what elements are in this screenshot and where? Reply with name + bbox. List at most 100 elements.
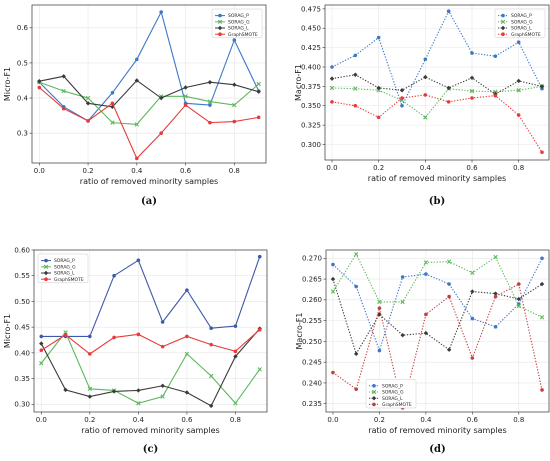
legend-label: GraphSMOTE — [382, 402, 412, 408]
data-point — [37, 85, 42, 90]
data-point — [330, 289, 336, 294]
data-point — [208, 103, 212, 107]
panel-caption: (d) — [429, 444, 445, 455]
legend-marker — [372, 384, 376, 388]
x-tick-label: 0.6 — [181, 416, 193, 424]
data-point — [446, 347, 452, 352]
legend-label: SORAG_G — [511, 19, 533, 25]
data-point — [61, 74, 66, 79]
data-point — [376, 85, 381, 91]
y-tick-label: 0.30 — [14, 401, 30, 409]
data-point — [39, 341, 44, 346]
plot-frame — [325, 249, 550, 413]
data-point — [470, 51, 474, 55]
y-tick-label: 0.60 — [14, 246, 30, 254]
data-point — [183, 103, 188, 107]
series-line — [331, 10, 543, 108]
data-point — [517, 282, 521, 286]
data-point — [232, 119, 237, 124]
x-tick-label: 0.2 — [374, 416, 385, 424]
x-tick-label: 0.2 — [82, 167, 93, 175]
chart-panel-c: 0.0 0.2 0.4 0.6 0.8 0.30 0.35 0.40 0.45 0.50 0.55 0… — [3, 246, 268, 455]
data-point — [136, 401, 141, 406]
x-tick-label: 0.0 — [326, 164, 337, 172]
y-tick-label: 0.265 — [302, 275, 322, 283]
series-line — [38, 10, 260, 122]
legend-marker — [217, 25, 223, 31]
data-point — [183, 85, 188, 90]
data-point — [61, 88, 66, 94]
y-tick-label: 0.40 — [14, 349, 30, 357]
y-tick-label: 0.3 — [17, 130, 28, 138]
data-point — [400, 332, 405, 338]
series-sorag-g — [330, 251, 545, 320]
data-point — [424, 272, 428, 276]
data-point — [233, 349, 238, 354]
data-point — [516, 296, 522, 302]
x-axis-label: ratio of removed minority samples — [80, 177, 218, 186]
legend-marker — [500, 25, 506, 31]
legend-label: GraphSMOTE — [511, 32, 541, 38]
y-tick-label: 0.350 — [301, 102, 321, 110]
y-tick-label: 0.270 — [302, 255, 322, 263]
data-point — [329, 85, 335, 91]
data-point — [353, 72, 358, 77]
data-point — [331, 262, 335, 267]
chart-panel-d: 0.0 0.2 0.4 0.6 0.8 0.235 0.240 0.245 0.250 0.255… — [295, 249, 550, 455]
data-point — [110, 90, 115, 95]
legend-box — [494, 8, 546, 39]
data-point — [256, 115, 261, 120]
data-point — [88, 334, 92, 339]
x-tick-label: 0.4 — [133, 416, 145, 424]
series-line — [332, 283, 543, 408]
y-tick-label: 0.245 — [302, 359, 322, 367]
data-point — [470, 270, 475, 276]
y-tick-label: 0.325 — [301, 122, 321, 130]
data-point — [493, 325, 498, 329]
data-point — [399, 88, 405, 93]
data-point — [446, 100, 451, 104]
data-point — [353, 351, 359, 357]
series-graphsmote — [330, 93, 544, 155]
legend-label: SORAG_L — [228, 26, 249, 32]
data-point — [424, 312, 428, 317]
data-point — [257, 367, 262, 372]
y-axis-label: Micro-F1 — [3, 67, 12, 101]
data-point — [330, 276, 336, 282]
series-line — [40, 331, 261, 405]
data-point — [256, 81, 261, 87]
x-tick-label: 0.8 — [229, 167, 240, 175]
data-point — [136, 258, 141, 263]
data-point — [85, 101, 91, 106]
data-point — [493, 291, 498, 296]
data-point — [111, 389, 117, 394]
data-point — [423, 330, 429, 336]
data-point — [377, 306, 382, 310]
legend-marker — [43, 264, 49, 269]
data-point — [377, 299, 382, 305]
y-tick-label: 0.260 — [302, 296, 322, 304]
chart-panel-a: 0.0 0.2 0.4 0.6 0.8 0.3 0.4 0.5 0.6 ratio of remo… — [3, 4, 267, 207]
data-point — [470, 289, 475, 294]
legend-label: SORAG_P — [228, 13, 249, 19]
series-line — [38, 87, 259, 160]
data-point — [112, 273, 116, 278]
legend-marker — [501, 13, 505, 18]
data-point — [209, 326, 213, 330]
data-point — [423, 93, 428, 97]
series-sorag-l — [330, 276, 545, 357]
data-point — [184, 390, 190, 395]
legend-box — [365, 378, 417, 409]
data-point — [63, 387, 68, 393]
data-point — [134, 122, 140, 127]
legend-marker — [217, 19, 223, 24]
legend-label: GraphSMOTE — [228, 32, 258, 38]
legend-label: SORAG_G — [228, 19, 250, 25]
y-tick-label: 0.4 — [17, 94, 29, 102]
data-point — [330, 65, 334, 69]
data-point — [330, 100, 334, 104]
legend-label: SORAG_P — [511, 13, 532, 19]
legend-label: SORAG_G — [382, 390, 404, 396]
